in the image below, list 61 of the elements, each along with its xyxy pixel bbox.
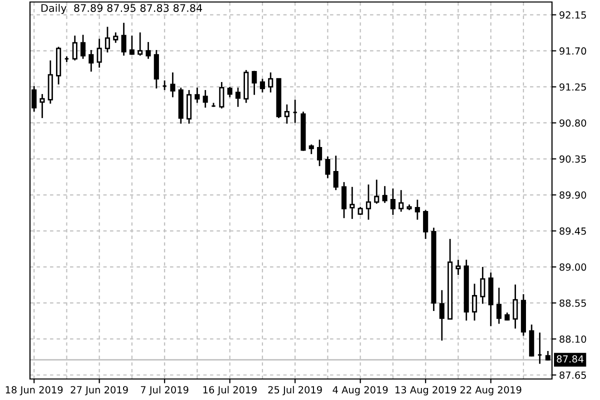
y-tick-label: 89.45 [560,227,586,235]
x-tick-label: 7 Jul 2019 [140,386,188,396]
candlestick [423,209,428,240]
candlestick [496,287,502,324]
candlestick [284,104,290,124]
candlestick [325,156,330,179]
candlestick [260,78,265,94]
candlestick [398,189,404,212]
chart-title: Daily 87.89 87.95 87.83 87.84 [41,4,202,14]
x-tick-label: 18 Jun 2019 [6,386,63,396]
candlestick [129,34,134,56]
candlestick [121,22,126,56]
x-tick-label: 22 Aug 2019 [460,386,522,396]
y-tick-label: 89.00 [560,263,586,271]
ref-line-label: 87.84 [556,355,584,363]
candlestick [414,199,420,220]
candlestick [439,289,444,342]
x-tick-label: 4 Aug 2019 [332,386,388,396]
candlestick [308,144,314,155]
candlestick [390,188,396,216]
x-tick-label: 27 Jun 2019 [70,386,128,396]
y-tick-label: 88.55 [560,299,586,307]
candlestick [104,26,110,54]
candlestick [88,49,94,72]
y-tick-label: 91.70 [560,47,586,55]
candlestick [113,32,118,44]
y-tick-label: 89.90 [560,191,586,199]
candlestick [202,89,208,108]
x-tick-label: 16 Jul 2019 [203,386,257,396]
candlestick [72,34,78,62]
candlestick [350,186,355,220]
candlestick [138,32,143,56]
candlestick [235,86,241,108]
candlestick [227,86,232,98]
candlestick [170,72,176,98]
candlestick [480,266,486,304]
candlestick [341,181,347,219]
candlestick [382,185,388,204]
y-tick-label: 87.65 [560,371,586,379]
y-tick-label: 90.35 [560,155,586,163]
candlestick [374,179,380,204]
y-tick-label: 88.10 [560,335,586,343]
candlestick [96,38,102,68]
candlestick [80,34,86,60]
candlestick [333,154,338,191]
candlestick [146,41,151,60]
candlestick [219,81,224,110]
y-tick-label: 92.15 [560,11,586,19]
candlestick [194,86,200,104]
x-tick-label: 25 Jul 2019 [268,386,322,396]
candlestick [366,184,372,220]
y-tick-label: 90.80 [560,119,586,127]
candlestick [252,70,257,96]
candlestick [472,283,478,322]
candlestick [512,284,518,330]
x-tick-label: 13 Aug 2019 [396,386,456,396]
candlestick [40,93,45,119]
candlestick [268,72,274,94]
y-tick-label: 91.25 [560,83,586,91]
candlestick [317,138,322,167]
candlestick [456,259,461,276]
